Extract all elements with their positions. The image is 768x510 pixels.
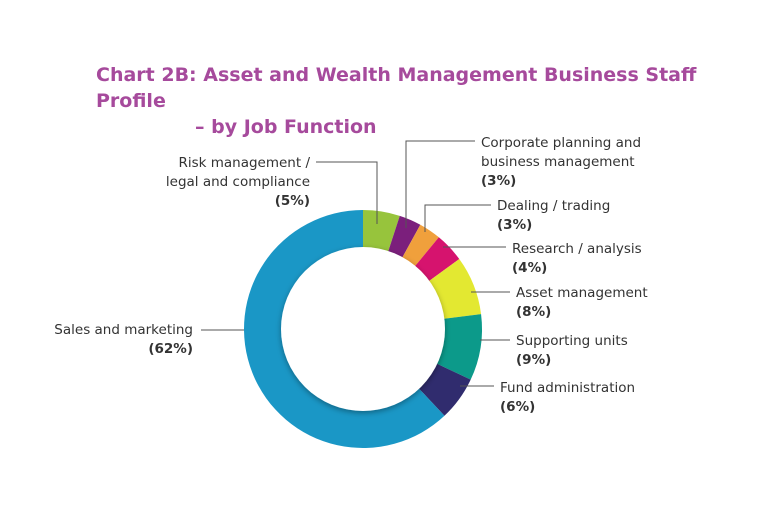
label-risk-management: Risk management / legal and compliance (… [165,155,310,209]
chart-title-line-2: – by Job Function [195,116,377,138]
leader-corporate-planning [405,140,475,228]
slice-sales-marketing [244,210,445,448]
label-corporate-planning: Corporate planning and business manageme… [481,135,642,189]
chart-title: Chart 2B: Asset and Wealth Management Bu… [96,62,768,140]
label-asset-management: Asset management (8%) [516,285,648,320]
label-sales-marketing: Sales and marketing (62%) [54,322,193,357]
label-research-analysis: Research / analysis (4%) [512,241,642,276]
chart-title-line-1: Chart 2B: Asset and Wealth Management Bu… [96,64,697,112]
label-fund-administration: Fund administration (6%) [500,380,636,415]
donut-hole [281,247,445,411]
label-dealing-trading: Dealing / trading (3%) [497,198,611,233]
label-supporting-units: Supporting units (9%) [516,333,628,368]
leader-dealing-trading [424,204,491,232]
leader-risk-management [316,161,378,224]
